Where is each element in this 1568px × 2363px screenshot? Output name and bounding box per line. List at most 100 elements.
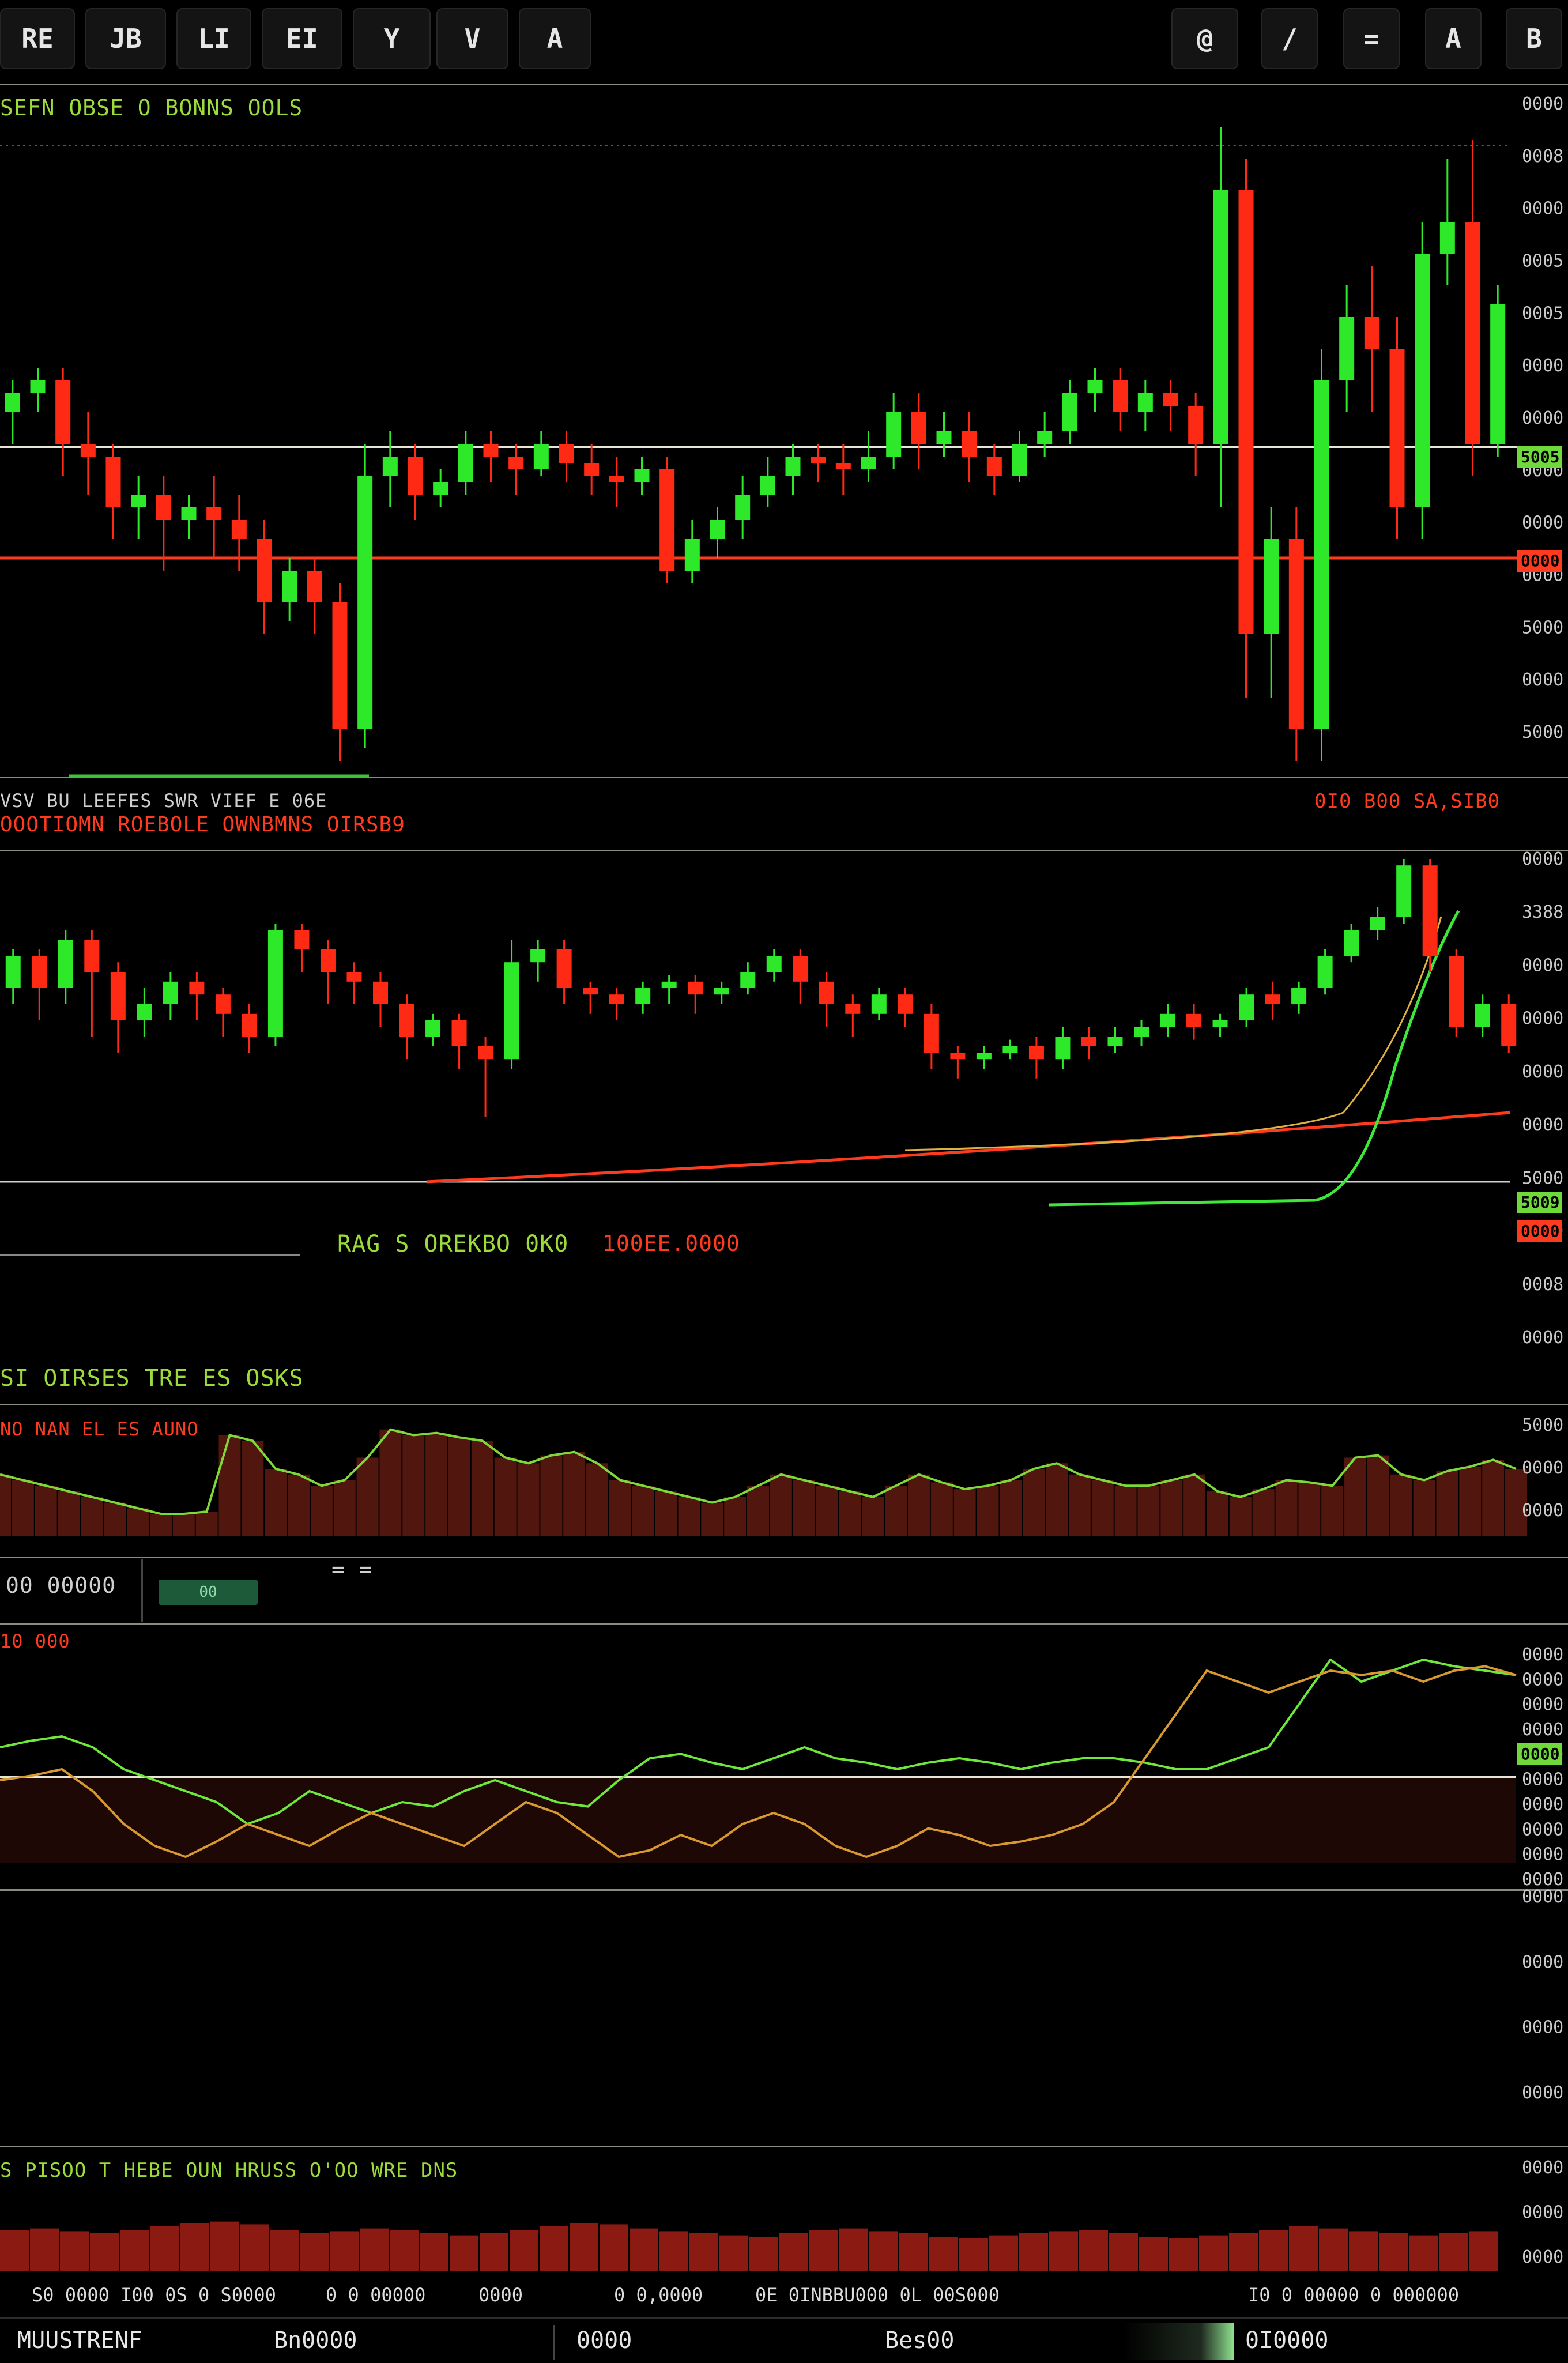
histogram-bar-48 (1439, 2233, 1468, 2271)
mid-candle-body-23 (609, 994, 624, 1004)
main-candlestick-chart[interactable]: 0000 0008 0000 0005 0005 0000 0000 0000 0000 0000… (0, 92, 1568, 784)
toolbar-right-button-2[interactable]: = (1343, 8, 1400, 69)
histogram-bar-26 (779, 2233, 808, 2271)
mid-candle-body-33 (871, 994, 887, 1014)
main-candle-body-50 (1264, 539, 1279, 634)
panel1-footer-text: VSV BU LEEFES SWR VIEF E 06E (0, 790, 327, 812)
panel4-top-divider (0, 1623, 1568, 1625)
panel3-axis-tick-1: 0000 (1522, 1458, 1563, 1478)
histogram-bar-24 (719, 2235, 748, 2271)
panel2-green-tag: 5009 (1521, 1193, 1559, 1212)
mid-candle-body-53 (1396, 865, 1412, 917)
histogram-bar-30 (899, 2233, 928, 2271)
mid-candle-body-4 (110, 972, 126, 1020)
mid-candle-body-11 (294, 930, 310, 949)
panel1-green-tag: 5005 (1521, 447, 1559, 466)
oscillator-area-chart[interactable]: 5000 0000 0000 (0, 1407, 1568, 1557)
panel6-axis-tick-1: 0000 (1522, 2203, 1563, 2223)
toolbar-button-1[interactable]: JB (85, 8, 166, 69)
panel6-axis-tick-0: 0000 (1522, 2158, 1563, 2178)
histogram-bar-2 (60, 2231, 89, 2271)
toolbar-right-button-3[interactable]: A (1425, 8, 1482, 69)
panel2-axis-tick-6: 5000 (1522, 1168, 1563, 1188)
histogram-bar-35 (1049, 2231, 1078, 2271)
main-candle-body-59 (1490, 304, 1506, 444)
ticker-item-4: 0E 0INBBU000 0L 00S000 (755, 2284, 1000, 2306)
main-candle-body-58 (1465, 222, 1480, 444)
mid-candle-body-42 (1107, 1037, 1123, 1046)
mid-candle-body-8 (215, 994, 231, 1014)
mid-candle-body-0 (5, 956, 21, 988)
panel1-bottom-divider (0, 777, 1568, 778)
osc-line (0, 1428, 1517, 1515)
histogram-bar-28 (839, 2228, 868, 2271)
histogram-bar-17 (510, 2230, 538, 2271)
main-candle-body-43 (1087, 380, 1103, 393)
histogram-bar-45 (1349, 2231, 1378, 2271)
panel4-axis-tick-7: 0000 (1522, 1819, 1563, 1840)
mid-candle-body-17 (451, 1020, 467, 1046)
panel2-red-tag: 0000 (1521, 1222, 1559, 1241)
toolbar-button-6[interactable]: A (519, 8, 591, 69)
mid-candle-body-57 (1501, 1004, 1517, 1046)
main-candle-body-38 (962, 431, 977, 457)
mid-candle-body-3 (84, 940, 100, 972)
toolbar-button-4[interactable]: Y (353, 8, 431, 69)
mid-candle-body-6 (163, 981, 178, 1004)
mid-candle-body-27 (714, 988, 729, 995)
secondary-candlestick-chart[interactable]: 0000338800000000000000005000000000080000… (0, 847, 1568, 1366)
mid-candle-body-54 (1422, 865, 1438, 956)
main-candle-body-19 (483, 444, 499, 457)
toolbar-button-3[interactable]: EI (262, 8, 342, 69)
histogram-bar-16 (480, 2233, 508, 2271)
mid-candle-body-46 (1212, 1020, 1228, 1027)
main-candle-body-24 (609, 476, 624, 482)
panel2-center-value: 100EE.0000 (602, 1231, 740, 1256)
main-candle-body-46 (1163, 393, 1178, 406)
histogram-chart[interactable]: 0000 0000 0000 (0, 2147, 1568, 2286)
panel1-axis-tick-5: 0000 (1522, 356, 1563, 376)
toolbar-right-button-1[interactable]: / (1261, 8, 1318, 69)
line-oscillator-chart[interactable]: 0000000000000000000000000000000000000000… (0, 1626, 1568, 1897)
main-candle-body-16 (408, 457, 423, 495)
panel2-axis: 0000 3388 0000 0000 0000 0000 5000 0000 0008 0000 (1522, 849, 1563, 1348)
toolbar-right-button-0[interactable]: @ (1171, 8, 1238, 69)
mid-candle-body-10 (267, 930, 283, 1037)
toolbar-button-2[interactable]: LI (176, 8, 251, 69)
histogram-bar-38 (1139, 2237, 1168, 2271)
histogram-bar-47 (1409, 2235, 1438, 2271)
mid-candle-body-18 (478, 1046, 493, 1060)
main-candle-body-45 (1137, 393, 1153, 412)
histogram-bar-37 (1109, 2233, 1138, 2271)
panel3-header: SI OIRSES TRE ES OSKS (0, 1365, 304, 1392)
histogram-bar-29 (869, 2231, 898, 2271)
histogram-bar-43 (1289, 2226, 1318, 2271)
main-candle-body-6 (156, 495, 171, 520)
panel5-axis: 0000 0000 0000 0000 (1522, 1887, 1563, 2103)
info-bar-chip[interactable]: 00 (159, 1580, 258, 1605)
status-item-4: 0I0000 (1245, 2327, 1329, 2354)
panel1-red-tag: 0000 (1521, 551, 1559, 570)
panel1-axis-tick-6: 0000 (1522, 408, 1563, 428)
main-candle-body-26 (659, 469, 675, 571)
toolbar-button-0[interactable]: RE (0, 8, 75, 69)
osc-series-0 (0, 1658, 1517, 1826)
main-candle-body-53 (1339, 317, 1355, 380)
mid-candle-body-1 (32, 956, 47, 988)
mid-candle-body-56 (1475, 1004, 1490, 1027)
panel5-axis-tick-3: 0000 (1522, 2083, 1563, 2103)
main-candle-body-9 (231, 520, 247, 539)
status-item-1: Bn0000 (274, 2327, 357, 2354)
mid-candle-body-12 (320, 949, 336, 972)
mid-candle-body-49 (1291, 988, 1307, 1004)
histogram-bar-32 (959, 2238, 988, 2271)
panel4-axis-tick-9: 0000 (1522, 1870, 1563, 1890)
mid-candle-body-43 (1134, 1027, 1149, 1037)
osc-negative-zone (0, 1777, 1516, 1863)
toolbar-right-button-4[interactable]: B (1506, 8, 1562, 69)
status-item-3: Bes00 (885, 2327, 955, 2354)
toolbar-button-5[interactable]: V (436, 8, 508, 69)
histogram-bar-19 (570, 2223, 598, 2271)
mid-candle-body-48 (1265, 994, 1280, 1004)
histogram-bar-27 (809, 2230, 838, 2271)
